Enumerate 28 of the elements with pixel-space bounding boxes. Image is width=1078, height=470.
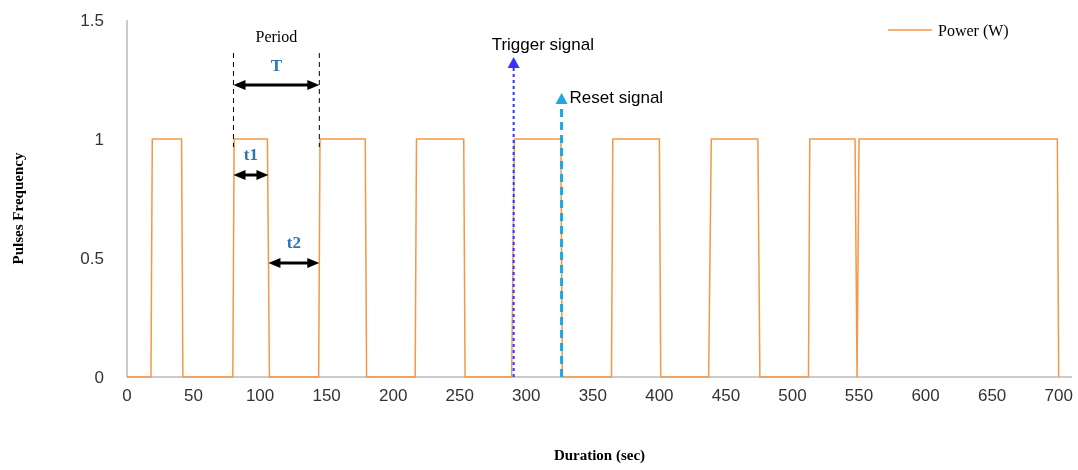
x-tick-label: 650: [977, 386, 1007, 405]
x-tick-label: 700: [1044, 386, 1073, 405]
ref-line-label: Reset signal: [569, 88, 664, 107]
x-tick-label: 150: [312, 386, 341, 405]
x-tick-label: 450: [711, 386, 741, 405]
x-tick-label: 600: [911, 386, 940, 405]
annotation: t1: [243, 145, 259, 164]
x-tick-label: 500: [778, 386, 807, 405]
annotation: t2: [286, 233, 301, 252]
x-tick-label: 100: [245, 386, 275, 405]
x-axis-title: Duration (sec): [553, 447, 646, 464]
x-tick-label: 550: [844, 386, 874, 405]
x-tick-label: 300: [512, 386, 541, 405]
x-tick-label: 200: [379, 386, 408, 405]
y-tick-label: 0.5: [80, 249, 104, 268]
annotation: T: [270, 56, 283, 75]
x-tick-label: 350: [578, 386, 608, 405]
x-tick-label: 50: [184, 386, 204, 405]
y-tick-label: 1: [94, 130, 104, 149]
y-tick-label: 0: [94, 368, 104, 387]
legend-label: Power (W): [938, 22, 1009, 40]
y-tick-label: 1.5: [80, 11, 104, 30]
annotation: Period: [255, 28, 298, 45]
ref-line-label: Trigger signal: [491, 35, 595, 54]
x-tick-label: 0: [122, 386, 132, 405]
y-axis-title: Pulses Frequency: [10, 152, 26, 265]
x-tick-label: 250: [445, 386, 474, 405]
x-tick-label: 400: [645, 386, 674, 405]
